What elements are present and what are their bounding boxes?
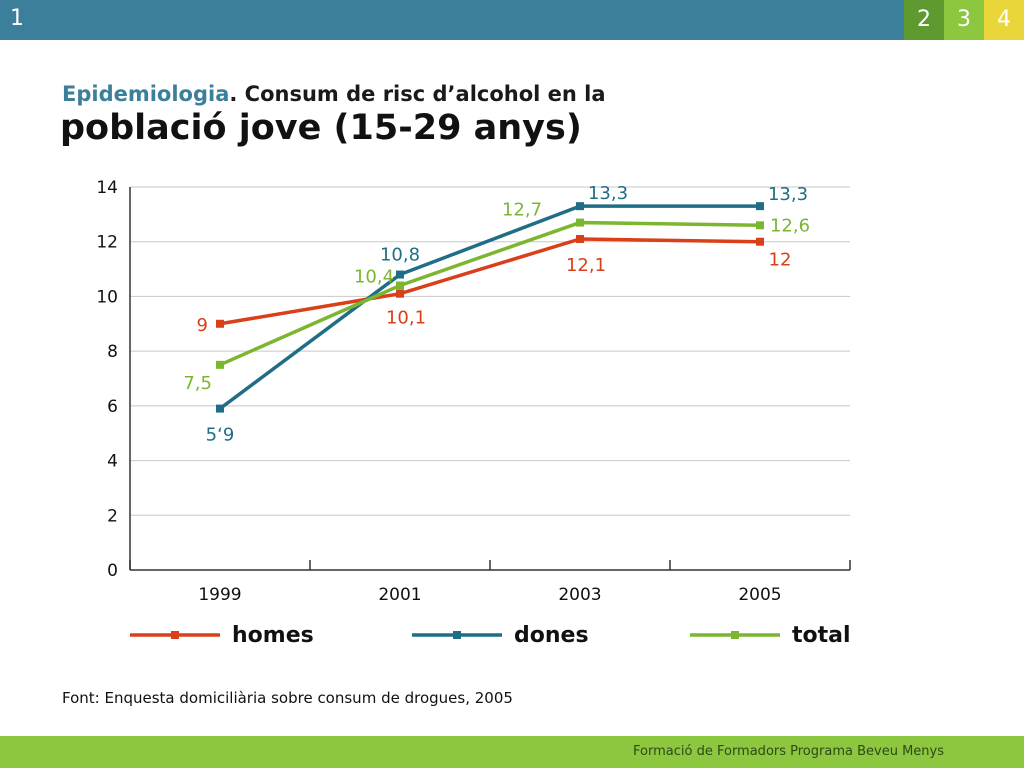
footer-text: Formació de Formadors Programa Beveu Men… (633, 744, 944, 759)
data-point-homes (756, 237, 764, 246)
data-point-homes (396, 289, 404, 298)
tab-4[interactable]: 4 (984, 0, 1024, 40)
legend-marker-homes (171, 631, 179, 639)
tab-3[interactable]: 3 (944, 0, 984, 40)
data-point-total (216, 360, 224, 369)
title-accent: Epidemiologia (62, 82, 230, 106)
data-point-dones (576, 202, 584, 211)
x-tick-label: 2001 (378, 585, 421, 605)
y-tick-label: 10 (96, 287, 118, 307)
footer-bar: Formació de Formadors Programa Beveu Men… (0, 736, 1024, 768)
x-tick-label: 2005 (738, 585, 781, 605)
legend-marker-dones (453, 631, 461, 639)
data-point-dones (756, 202, 764, 211)
y-tick-label: 6 (107, 397, 118, 417)
data-point-total (576, 218, 584, 227)
data-point-dones (396, 270, 404, 279)
data-label-homes: 12,1 (566, 255, 606, 276)
slide-title-line1: Epidemiologia. Consum de risc d’alcohol … (62, 82, 606, 106)
data-label-total: 7,5 (183, 373, 212, 394)
data-label-total: 12,7 (502, 200, 542, 221)
data-label-dones: 13,3 (768, 184, 808, 205)
data-point-homes (216, 319, 224, 328)
tab-2[interactable]: 2 (904, 0, 944, 40)
legend-marker-total (731, 631, 739, 639)
y-tick-label: 0 (107, 561, 118, 581)
data-label-homes: 12 (769, 250, 792, 271)
y-tick-label: 4 (107, 452, 118, 472)
series-line-homes (219, 237, 761, 326)
legend-label-dones: dones (514, 623, 589, 648)
y-tick-label: 12 (96, 233, 118, 253)
data-label-total: 12,6 (770, 215, 810, 236)
data-point-total (396, 281, 404, 290)
y-tick-label: 8 (107, 342, 118, 362)
data-label-total: 10,4 (354, 266, 394, 287)
legend-label-total: total (792, 623, 851, 648)
series-line-dones (218, 204, 760, 410)
data-label-dones: 10,8 (380, 245, 420, 266)
x-tick-label: 2003 (558, 585, 601, 605)
source-note: Font: Enquesta domiciliària sobre consum… (62, 689, 513, 707)
y-tick-label: 2 (107, 506, 118, 526)
slide-number: 1 (10, 6, 24, 31)
x-tick-label: 1999 (198, 585, 241, 605)
legend-label-homes: homes (232, 623, 314, 648)
data-point-dones (216, 404, 224, 413)
top-bar: 1 2 3 4 (0, 0, 1024, 40)
y-tick-label: 14 (96, 178, 118, 198)
data-label-dones: 13,3 (588, 183, 628, 204)
line-chart: 0 2 4 6 8 10 12 14 1999 2001 2003 2005 9 10,1 12,1 12 5‘… (96, 178, 851, 648)
data-label-dones: 5‘9 (206, 425, 235, 446)
title-line1-rest: . Consum de risc d’alcohol en la (229, 82, 606, 106)
data-point-homes (576, 234, 584, 243)
data-label-homes: 10,1 (386, 308, 426, 329)
slide-title-line2: població jove (15-29 anys) (60, 108, 582, 148)
data-point-total (756, 221, 764, 230)
data-label-homes: 9 (197, 315, 208, 336)
series-line-total (219, 220, 761, 367)
